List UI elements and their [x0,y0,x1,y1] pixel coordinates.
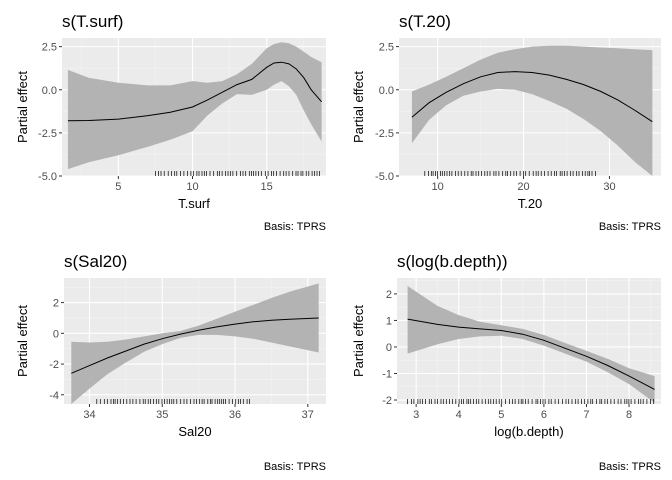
x-tick-label: 4 [456,409,462,421]
x-axis-label: Sal20 [178,424,211,439]
y-axis-label: Partial effect [351,305,366,377]
y-tick-label: 2.5 [42,42,57,54]
rug [424,171,596,176]
panel-title: s(T.surf) [62,12,123,31]
y-tick-label: 0 [53,328,59,340]
rug [407,399,655,404]
x-axis-label: T.20 [518,196,543,211]
confidence-band [71,283,319,404]
y-tick-label: -2 [49,359,59,371]
plot-area [62,38,326,177]
y-axis-label: Partial effect [15,305,30,377]
x-tick-label: 6 [541,409,547,421]
x-axis-label: log(b.depth) [494,424,563,439]
y-tick-label: 2.5 [379,42,394,54]
x-tick-label: 3 [413,409,419,421]
y-tick-label: -2.5 [38,128,57,140]
x-tick-label: 20 [517,181,529,193]
x-tick-label: 7 [583,409,589,421]
panel-s-t-20: s(T.20) T.20 Partial effect Basis: TPRS … [351,12,661,233]
rug [155,171,320,176]
basis-caption: Basis: TPRS [264,221,326,233]
x-tick-label: 36 [229,409,241,421]
x-tick-label: 5 [115,181,121,193]
x-tick-label: 10 [186,181,198,193]
y-tick-label: 2 [53,298,59,310]
panel-title: s(log(b.depth)) [397,252,508,271]
panel-s-log-b-depth: s(log(b.depth)) log(b.depth) Partial eff… [351,252,661,473]
y-tick-label: -1 [382,368,392,380]
x-axis-label: T.surf [178,196,210,211]
y-tick-label: 0 [386,342,392,354]
plot-area [397,278,661,404]
x-tick-label: 37 [302,409,314,421]
y-tick-label: -2 [382,395,392,407]
confidence-band [411,45,653,176]
x-tick-label: 5 [498,409,504,421]
y-axis-label: Partial effect [15,71,30,143]
smooth-line [67,61,322,122]
x-tick-label: 8 [626,409,632,421]
y-tick-label: -5.0 [375,171,394,183]
y-tick-label: 0.0 [379,85,394,97]
y-tick-label: -4 [49,390,59,402]
rug [96,399,250,404]
basis-caption: Basis: TPRS [599,221,661,233]
panel-title: s(Sal20) [64,252,127,271]
x-tick-label: 35 [156,409,168,421]
smooth-line [411,71,653,123]
panel-s-t-surf: s(T.surf) T.surf Partial effect Basis: T… [15,12,326,233]
panel-s-sal20: s(Sal20) Sal20 Partial effect Basis: TPR… [15,252,326,473]
y-tick-label: -5.0 [38,171,57,183]
basis-caption: Basis: TPRS [264,461,326,473]
plot-area [64,278,326,404]
y-tick-label: 1 [386,315,392,327]
x-tick-label: 10 [432,181,444,193]
y-tick-label: 0.0 [42,85,57,97]
plot-area [399,38,661,177]
y-tick-label: -2.5 [375,128,394,140]
x-tick-label: 15 [261,181,273,193]
panel-title: s(T.20) [399,12,451,31]
basis-caption: Basis: TPRS [599,461,661,473]
x-tick-label: 34 [83,409,95,421]
x-tick-label: 30 [603,181,615,193]
smooth-line [407,318,655,390]
smooth-line [71,317,319,374]
y-tick-label: 2 [386,289,392,301]
y-axis-label: Partial effect [351,71,366,143]
